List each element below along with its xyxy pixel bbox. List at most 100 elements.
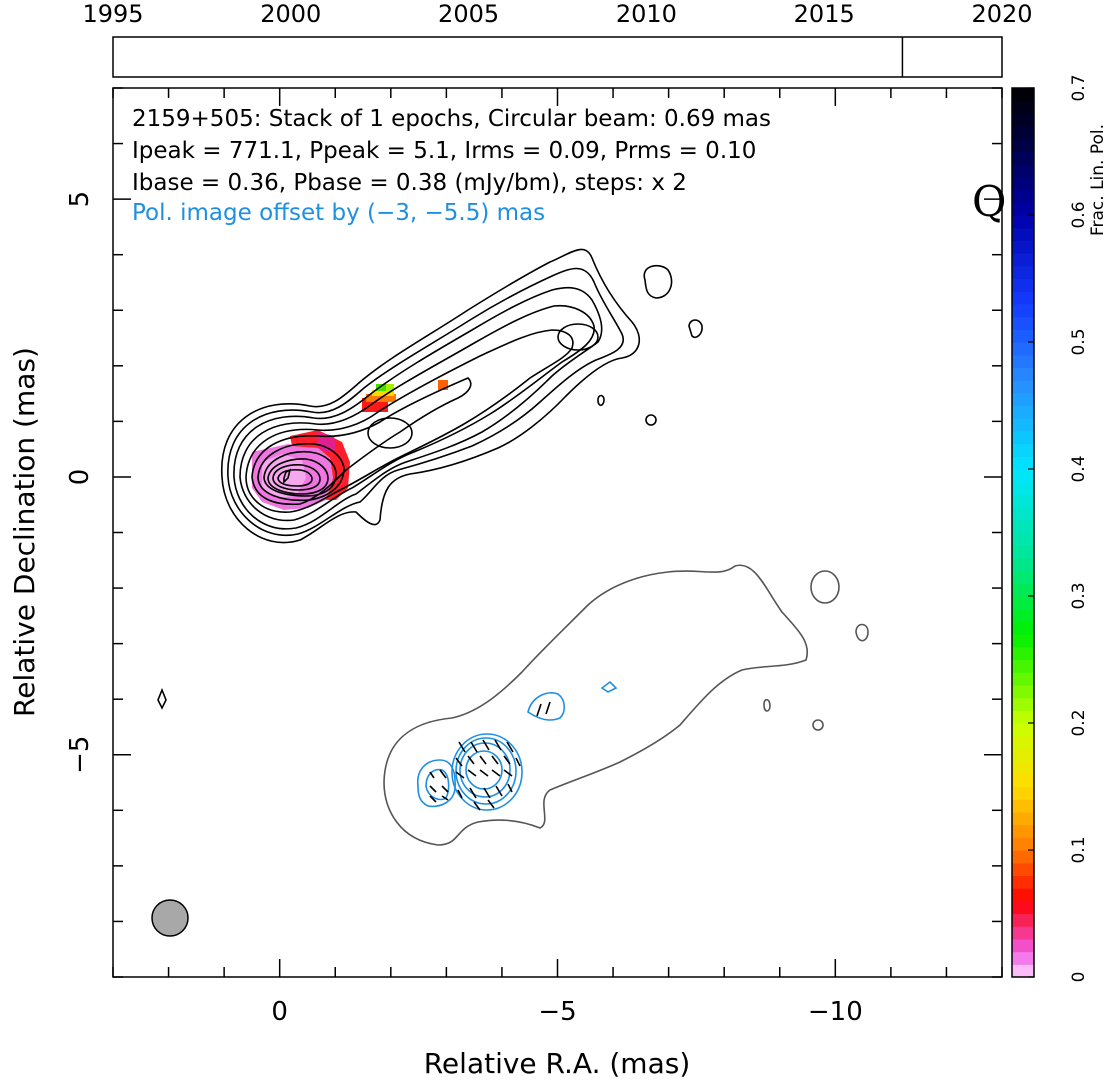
colorbar-step bbox=[1012, 430, 1034, 445]
timeline-ticks: 1995 2000 2005 2010 2015 2020 bbox=[82, 0, 1033, 77]
colorbar-step bbox=[1012, 329, 1034, 343]
evpa-tick bbox=[455, 757, 463, 767]
colorbar-step bbox=[1012, 913, 1034, 927]
colorbar-step bbox=[1012, 367, 1034, 381]
colorbar-step bbox=[1012, 888, 1034, 902]
evpa-tick bbox=[473, 801, 481, 811]
evpa-tick bbox=[536, 703, 542, 717]
colorbar-step bbox=[1012, 850, 1034, 864]
i-contour-1 bbox=[221, 248, 641, 544]
timeline-year-label: 2020 bbox=[971, 0, 1032, 28]
pp-core-2 bbox=[455, 737, 517, 805]
annotation-line-1: 2159+505: Stack of 1 epochs, Circular be… bbox=[132, 106, 771, 132]
colorbar-step bbox=[1012, 596, 1034, 610]
evpa-tick bbox=[455, 771, 465, 779]
colorbar-step bbox=[1012, 773, 1034, 788]
colorbar-step bbox=[1012, 138, 1034, 153]
colorbar-step bbox=[1012, 786, 1034, 800]
evpa-tick bbox=[479, 755, 487, 765]
colorbar-step bbox=[1012, 227, 1034, 241]
i-contour-10 bbox=[272, 464, 321, 491]
colorbar-step bbox=[1012, 113, 1034, 127]
colorbar-step bbox=[1012, 710, 1034, 724]
p-island-3 bbox=[763, 698, 771, 712]
i-island-3 bbox=[597, 394, 605, 407]
colorbar-step bbox=[1012, 799, 1034, 813]
y-tick-label: −5 bbox=[65, 736, 95, 774]
pol-knot-lime bbox=[386, 384, 394, 391]
beam-ellipse bbox=[151, 899, 189, 937]
colorbar-tick-label: 0.4 bbox=[1069, 455, 1089, 482]
x-tick-label: −5 bbox=[538, 997, 576, 1027]
colorbar-step bbox=[1012, 265, 1034, 280]
evpa-tick bbox=[479, 769, 489, 777]
colorbar-step bbox=[1012, 938, 1034, 953]
evpa-tick bbox=[470, 741, 478, 753]
colorbar-tick-label: 0.1 bbox=[1069, 836, 1089, 863]
evpa-tick bbox=[439, 769, 447, 779]
colorbar-step bbox=[1012, 151, 1034, 165]
colorbar-step bbox=[1012, 507, 1034, 521]
colorbar: 0 0.1 0.2 0.3 0.4 0.5 0.6 0.7 Frac. Lin. Pol. bbox=[1011, 74, 1108, 982]
i-island-2 bbox=[688, 319, 703, 339]
i-contour-7 bbox=[257, 443, 345, 502]
colorbar-step bbox=[1012, 215, 1034, 229]
colorbar-step bbox=[1012, 392, 1034, 407]
colorbar-label: Frac. Lin. Pol. bbox=[1088, 124, 1108, 236]
plot-area: 0 −5 −10 −5 0 5 2159+505: Stack of 1 epochs, … bbox=[65, 87, 1006, 1027]
colorbar-step bbox=[1012, 621, 1034, 635]
evpa-tick bbox=[515, 757, 521, 767]
colorbar-step bbox=[1012, 88, 1034, 102]
timeline-year-label: 2010 bbox=[616, 0, 677, 28]
p-island-1 bbox=[810, 570, 840, 604]
colorbar-step bbox=[1012, 761, 1034, 775]
evpa-tick bbox=[429, 785, 437, 793]
evpa-tick bbox=[467, 769, 477, 777]
i-contour-8 bbox=[263, 451, 337, 497]
colorbar-step bbox=[1012, 405, 1034, 419]
y-axis-title: Relative Declination (mas) bbox=[8, 347, 41, 717]
colorbar-step bbox=[1012, 316, 1034, 330]
i-contour-9 bbox=[267, 458, 329, 495]
evpa-tick bbox=[483, 787, 491, 799]
timeline-year-label: 2000 bbox=[260, 0, 321, 28]
colorbar-step bbox=[1012, 456, 1034, 470]
i-island-5 bbox=[157, 687, 167, 710]
colorbar-tick-label: 0.5 bbox=[1069, 328, 1089, 355]
i-contour-4 bbox=[239, 304, 595, 522]
colorbar-step bbox=[1012, 570, 1034, 584]
pp-knot-small bbox=[600, 680, 618, 693]
evpa-tick bbox=[482, 739, 490, 751]
evpa-tick bbox=[469, 787, 477, 799]
colorbar-step bbox=[1012, 811, 1034, 826]
colorbar-step bbox=[1012, 176, 1034, 191]
p-island-2 bbox=[855, 623, 869, 642]
colorbar-step bbox=[1012, 189, 1034, 203]
colorbar-step bbox=[1012, 291, 1034, 305]
colorbar-step bbox=[1012, 481, 1034, 495]
i-island-1 bbox=[643, 264, 673, 299]
colorbar-step bbox=[1012, 646, 1034, 661]
annotation-line-4: Pol. image offset by (−3, −5.5) mas bbox=[132, 200, 545, 226]
evpa-tick bbox=[441, 795, 449, 801]
timeline-frame bbox=[112, 36, 1003, 78]
timeline-year-label: 2005 bbox=[438, 0, 499, 28]
i-contour-5 bbox=[245, 329, 574, 513]
colorbar-step bbox=[1012, 418, 1034, 432]
x-axis-title: Relative R.A. (mas) bbox=[424, 1047, 691, 1080]
evpa-tick bbox=[503, 769, 513, 777]
colorbar-step bbox=[1012, 723, 1034, 737]
colorbar-step bbox=[1012, 951, 1034, 965]
colorbar-tick-label: 0 bbox=[1069, 972, 1089, 983]
colorbar-step bbox=[1012, 659, 1034, 673]
colorbar-step bbox=[1012, 583, 1034, 597]
colorbar-gradient bbox=[1012, 88, 1034, 978]
evpa-tick bbox=[429, 771, 435, 779]
colorbar-ticks: 0 0.1 0.2 0.3 0.4 0.5 0.6 0.7 bbox=[1028, 74, 1089, 982]
evpa-tick bbox=[429, 795, 437, 803]
colorbar-step bbox=[1012, 964, 1034, 978]
colorbar-step bbox=[1012, 634, 1034, 648]
colorbar-step bbox=[1012, 926, 1034, 940]
pol-knot-green bbox=[376, 384, 392, 391]
